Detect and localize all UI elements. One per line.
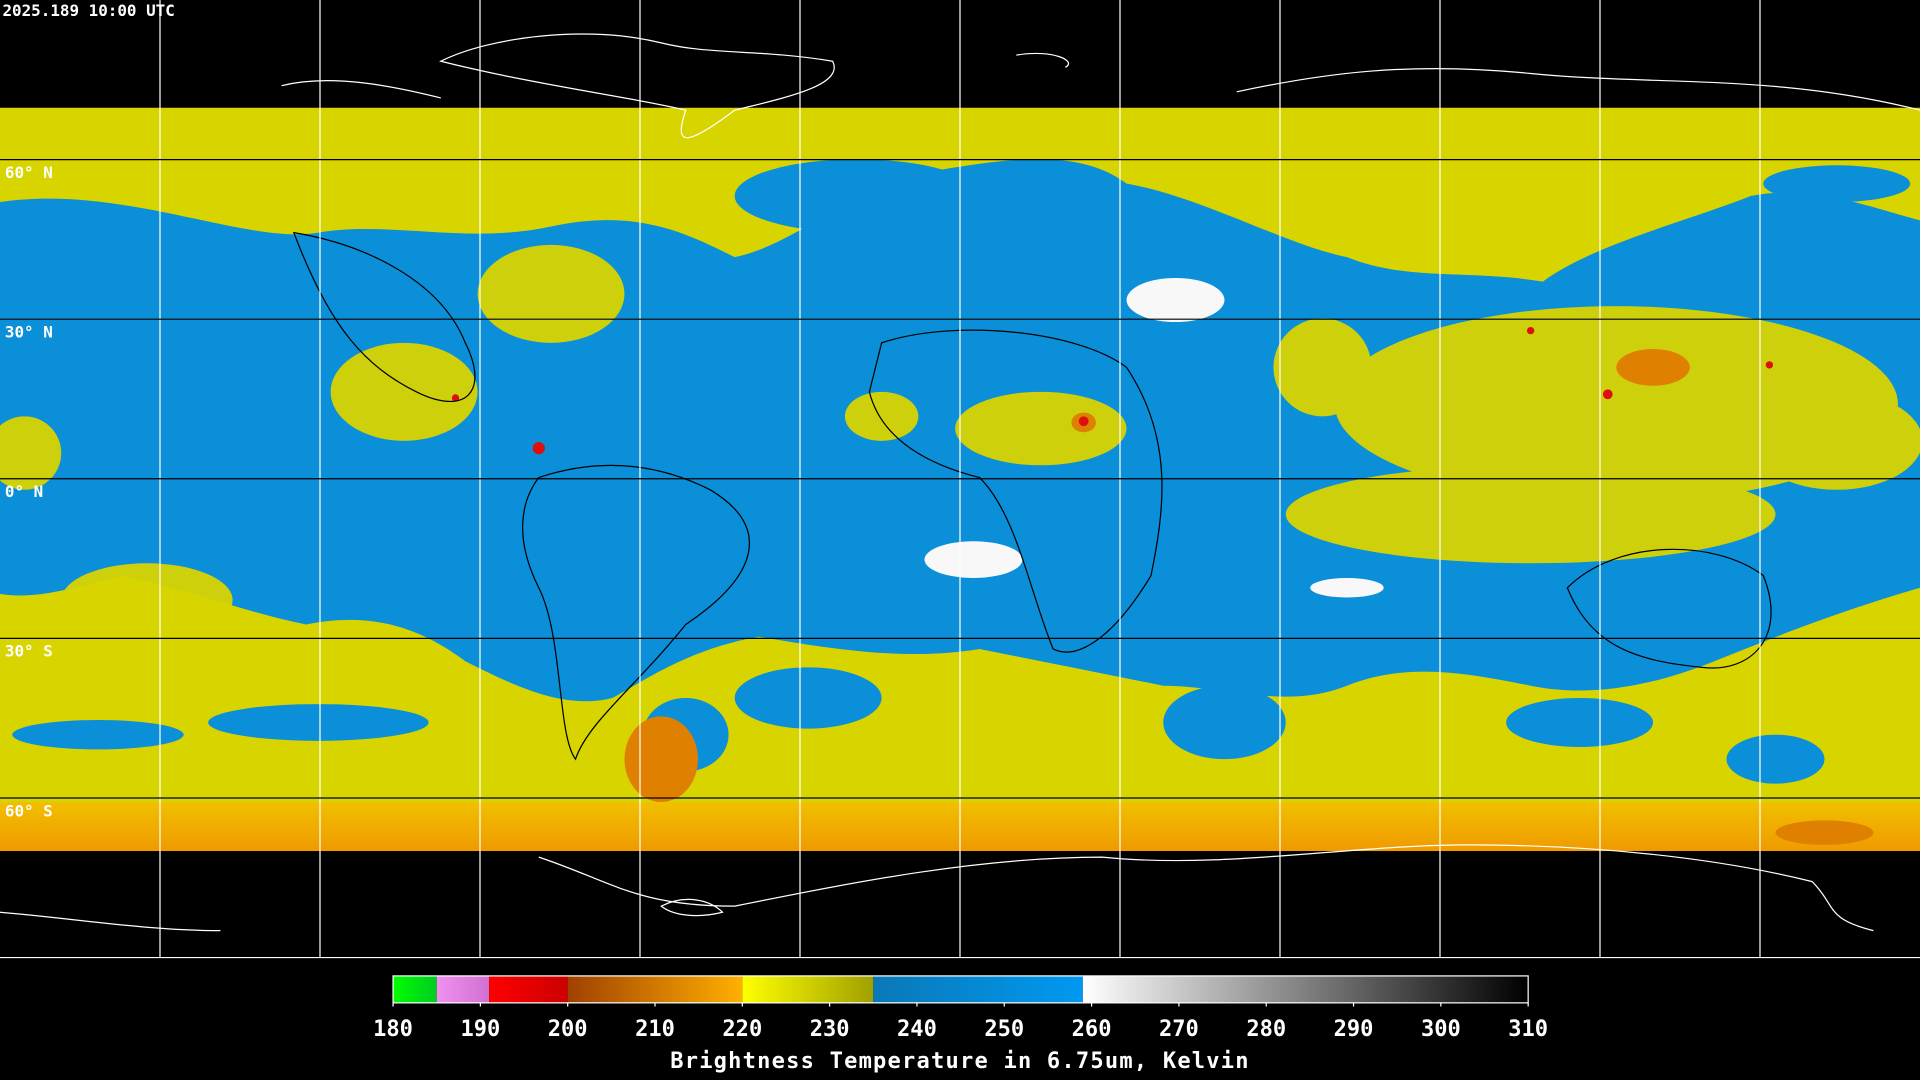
colorbar-tick-label: 280 bbox=[1246, 1017, 1286, 1042]
latitude-label: 60° N bbox=[5, 163, 53, 182]
timestamp: 2025.189 10:00 UTC bbox=[2, 1, 174, 20]
latitude-label: 60° S bbox=[5, 801, 53, 820]
coastlines-polar bbox=[0, 33, 1920, 932]
colorbar-tick-label: 300 bbox=[1421, 1017, 1461, 1042]
cold-cloud-tops bbox=[624, 348, 1874, 845]
colorbar-tick-label: 180 bbox=[373, 1017, 413, 1042]
colorbar-tick-label: 240 bbox=[897, 1017, 937, 1042]
colorbar-frame bbox=[392, 975, 1529, 1004]
colorbar-tick-label: 290 bbox=[1334, 1017, 1374, 1042]
colorbar-segment bbox=[393, 975, 437, 1003]
graticule bbox=[0, 0, 1920, 959]
colorbar-tick-label: 270 bbox=[1159, 1017, 1199, 1042]
colorbar-tick-label: 190 bbox=[460, 1017, 500, 1042]
convection bbox=[451, 326, 1774, 455]
latitude-label: 30° S bbox=[5, 642, 53, 661]
colorbar-title: Brightness Temperature in 6.75um, Kelvin bbox=[670, 1049, 1250, 1074]
colorbar-segment bbox=[742, 975, 874, 1003]
colorbar-tick-label: 220 bbox=[722, 1017, 762, 1042]
colorbar-segment bbox=[436, 975, 490, 1003]
colorbar-segment bbox=[1082, 975, 1529, 1003]
colorbar-tick-label: 210 bbox=[635, 1017, 675, 1042]
colorbar-segment bbox=[873, 975, 1083, 1003]
colorbar-segment bbox=[567, 975, 743, 1003]
colorbar-segment bbox=[489, 975, 568, 1003]
latitude-label: 0° N bbox=[5, 482, 43, 501]
colorbar-tick-label: 310 bbox=[1508, 1017, 1548, 1042]
colorbar-tick-label: 250 bbox=[984, 1017, 1024, 1042]
latitude-label: 30° N bbox=[5, 323, 53, 342]
colorbar-tick-label: 260 bbox=[1072, 1017, 1112, 1042]
colorbar-tick-label: 230 bbox=[810, 1017, 850, 1042]
warm-areas bbox=[924, 277, 1384, 598]
colorbar: 180 190 200 210 220 230 240 250 260 270 280 290 300 3… bbox=[373, 975, 1548, 1042]
cloud-clusters bbox=[0, 244, 1920, 637]
colorbar-tick-label: 200 bbox=[548, 1017, 588, 1042]
